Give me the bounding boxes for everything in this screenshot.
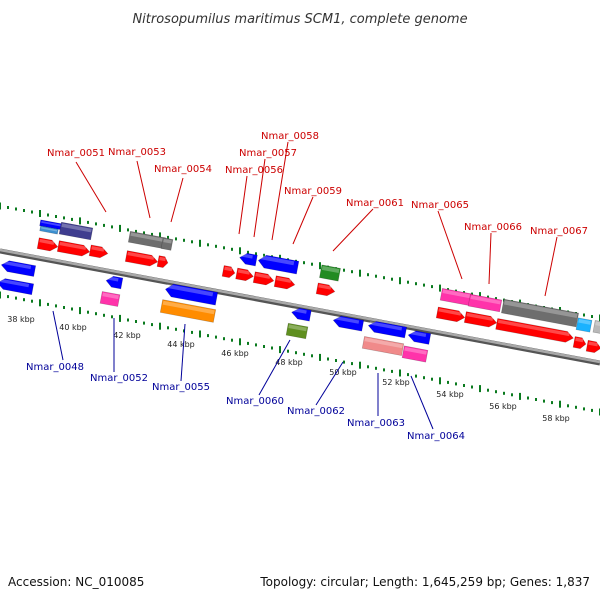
label-leader-lines [52,141,558,430]
gene-label: Nmar_0057 [239,148,297,159]
gene-label: Nmar_0059 [284,186,342,197]
leader-line [52,310,64,361]
leader-line [410,375,434,430]
gene-label: Nmar_0065 [411,200,469,211]
kbp-label: 42 kbp [113,331,141,340]
gene-label: Nmar_0063 [347,418,405,429]
gene-feature [285,322,309,340]
gene-label: Nmar_0067 [530,226,588,237]
kbp-label: 44 kbp [167,340,195,349]
gene-label: Nmar_0056 [225,165,283,176]
gene-feature [332,315,365,332]
gene-label: Nmar_0060 [226,396,284,407]
gene-feature [239,252,258,267]
gene-label: Nmar_0066 [464,222,522,233]
map-title: Nitrosopumilus maritimus SCM1, complete … [132,12,467,27]
leader-line [544,236,558,297]
gene-feature [56,240,91,257]
gene-feature [257,254,300,275]
gene-label: Nmar_0052 [90,373,148,384]
genome-backbone [0,248,600,366]
gene-feature [39,225,59,235]
leader-line [136,160,151,219]
leader-line [488,232,492,285]
gene-feature [501,298,579,328]
gene-label: Nmar_0048 [26,362,84,373]
kbp-label: 48 kbp [275,358,303,367]
gene-feature [315,282,336,297]
gene-feature [124,250,159,267]
gene-feature [585,339,600,353]
gene-feature [435,306,466,323]
gene-label: Nmar_0062 [287,406,345,417]
gene-label: Nmar_0055 [152,382,210,393]
gene-feature [467,293,503,313]
leader-line [332,208,374,252]
accession-text: Accession: NC_010085 [8,575,144,589]
kbp-label: 58 kbp [542,414,570,423]
gene-feature [572,336,587,349]
gene-feature [36,237,59,252]
kbp-label: 50 kbp [329,368,357,377]
gene-feature [165,283,219,306]
genome-summary-text: Topology: circular; Length: 1,645,259 bp… [259,575,590,589]
leader-line [258,339,291,396]
gene-features [0,219,600,363]
gene-feature [439,288,473,306]
kbp-label: 54 kbp [436,390,464,399]
leader-line [238,175,248,235]
upper-scale-ticks [0,202,600,322]
gene-feature [575,317,593,333]
kbp-label: 52 kbp [382,378,410,387]
gene-label: Nmar_0054 [154,164,212,175]
gene-label: Nmar_0058 [261,131,319,142]
gene-feature [58,221,94,241]
gene-feature [235,267,254,282]
gene-feature [88,244,109,259]
leader-line [315,361,344,406]
kbp-label: 38 kbp [7,315,35,324]
kbp-label: 56 kbp [489,402,517,411]
gene-feature [463,311,498,328]
gene-feature [592,320,600,334]
kbp-label: 46 kbp [221,349,249,358]
leader-line [180,323,186,382]
gene-feature [361,336,405,356]
kbp-scale-labels: 38 kbp 40 kbp 42 kbp 44 kbp 46 kbp 48 kbp 50 k… [7,315,570,423]
gene-feature [105,275,124,290]
gene-feature [0,278,35,296]
gene-feature [273,275,296,290]
leader-line [170,177,184,223]
gene-feature [401,345,429,363]
gene-feature [160,237,174,251]
lower-scale-ticks [0,291,600,416]
gene-feature [367,321,408,339]
leader-line [271,141,289,241]
gene-feature [156,255,169,268]
gene-feature [252,271,275,286]
leader-line [437,210,463,280]
gene-feature [407,330,432,345]
gene-label: Nmar_0053 [108,147,166,158]
leader-line [75,161,107,213]
gene-feature [99,291,121,307]
leader-line [292,196,314,245]
gene-feature [0,260,37,277]
gene-label: Nmar_0061 [346,198,404,209]
gene-feature [291,307,312,322]
gene-feature [495,318,574,343]
gene-feature [319,264,341,282]
kbp-label: 40 kbp [59,323,87,332]
leader-line [253,158,266,238]
gene-label: Nmar_0064 [407,431,465,442]
gene-label: Nmar_0051 [47,148,105,159]
gene-feature [159,299,217,323]
gene-feature [221,265,236,278]
